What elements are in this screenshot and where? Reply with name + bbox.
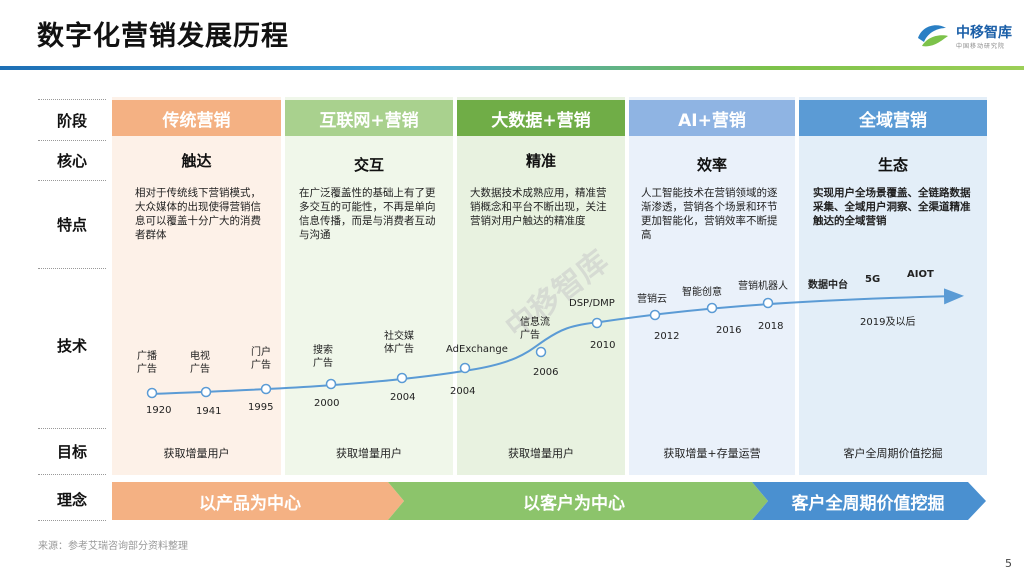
- stage-core: 精准: [525, 152, 556, 170]
- stage-feature: 实现用户全场景覆盖、全链路数据采集、全域用户洞察、全渠道精准触达的全域营销: [813, 187, 971, 227]
- tech-label: 搜索 广告: [313, 345, 333, 369]
- stage-core: 触达: [181, 152, 212, 170]
- concept-label: 以客户为中心: [523, 493, 625, 514]
- concept-label: 客户全周期价值挖掘: [791, 493, 945, 514]
- tech-year: 1920: [146, 405, 172, 416]
- stage-header: 传统营销: [112, 100, 281, 136]
- logo-icon: [918, 25, 948, 47]
- page-title: 数字化营销发展历程: [37, 21, 289, 52]
- timeline-dot: [396, 372, 408, 384]
- tech-year: 2010: [590, 340, 616, 351]
- tech-label: 营销机器人: [738, 281, 788, 292]
- row-label-core: 核心: [56, 152, 87, 170]
- source-note: 来源：参考艾瑞咨询部分资料整理: [38, 541, 188, 552]
- row-label-feature: 特点: [56, 216, 87, 234]
- timeline-dot: [591, 317, 603, 329]
- stage-header: 大数据+营销: [457, 100, 625, 136]
- tech-label: 广播 广告: [137, 351, 157, 375]
- stage-goal: 客户全周期价值挖掘: [843, 447, 943, 460]
- tech-label: AdExchange: [446, 344, 508, 355]
- logo-subtitle: 中国移动研究院: [956, 43, 1006, 50]
- row-label-goal: 目标: [56, 443, 87, 461]
- tech-label: 信息流 广告: [520, 317, 550, 341]
- timeline-dot: [200, 386, 212, 398]
- tech-year: 2018: [758, 321, 784, 332]
- tech-year: 2000: [314, 398, 340, 409]
- stage-goal: 获取增量用户: [336, 447, 402, 460]
- row-divider: [38, 268, 106, 269]
- row-label-concept: 理念: [56, 491, 87, 509]
- row-divider: [38, 99, 106, 100]
- tech-year: 1941: [196, 406, 222, 417]
- row-divider: [38, 520, 106, 521]
- stage-core: 交互: [353, 156, 384, 174]
- tech-label: 5G: [865, 274, 881, 285]
- concept-label: 以产品为中心: [199, 493, 301, 514]
- stage-header: 互联网+营销: [285, 100, 453, 136]
- stage-feature: 在广泛覆盖性的基础上有了更多交互的可能性，不再是单向信息传播，而是与消费者互动与…: [299, 187, 436, 241]
- tech-label: 社交媒 体广告: [384, 331, 414, 355]
- stage-feature: 人工智能技术在营销领域的逐渐渗透，营销各个场景和环节更加智能化，营销效率不断提高: [641, 187, 778, 241]
- stage-goal: 获取增量+存量运营: [663, 447, 761, 460]
- row-divider: [38, 180, 106, 181]
- logo-name: 中移智库: [956, 25, 1012, 41]
- timeline-dot: [706, 302, 718, 314]
- concept-arrow: [752, 482, 986, 520]
- row-label-tech: 技术: [56, 337, 87, 355]
- tech-label: 智能创意: [682, 287, 722, 298]
- tech-year: 2016: [716, 325, 742, 336]
- tech-label: 数据中台: [808, 280, 848, 291]
- stage-column-background: [457, 97, 625, 475]
- header-divider: [0, 66, 1024, 70]
- stage-column-background: [285, 97, 453, 475]
- row-divider: [38, 428, 106, 429]
- tech-label: AIOT: [907, 269, 934, 280]
- timeline-dot: [649, 309, 661, 321]
- stage-goal: 获取增量用户: [508, 447, 574, 460]
- tech-year: 2006: [533, 367, 559, 378]
- stage-column-background: [629, 97, 795, 475]
- concept-arrow: [112, 482, 404, 520]
- timeline-dot: [325, 378, 337, 390]
- row-label-stage: 阶段: [56, 112, 87, 130]
- tech-label: 营销云: [637, 294, 667, 305]
- stage-header: 全域营销: [799, 100, 987, 136]
- tech-year: 2004: [390, 392, 416, 403]
- stage-column-background: [112, 97, 281, 475]
- timeline-dot: [146, 387, 158, 399]
- tech-year: 2004: [450, 386, 476, 397]
- timeline-dot: [260, 383, 272, 395]
- row-divider: [38, 140, 106, 141]
- stage-header: AI+营销: [629, 100, 795, 136]
- tech-year: 2019及以后: [860, 317, 916, 328]
- stage-feature: 大数据技术成熟应用，精准营销概念和平台不断出现，关注营销对用户触达的精准度: [470, 187, 607, 227]
- stage-column-background: [799, 97, 987, 475]
- tech-year: 2012: [654, 331, 680, 342]
- concept-arrow: [388, 482, 768, 520]
- tech-year: 1995: [248, 402, 274, 413]
- page-number: 5: [1005, 557, 1012, 570]
- timeline-dot: [535, 346, 547, 358]
- timeline-dot: [459, 362, 471, 374]
- stage-goal: 获取增量用户: [163, 447, 230, 460]
- stage-core: 效率: [696, 156, 727, 174]
- tech-label: 电视 广告: [190, 351, 210, 375]
- tech-label: DSP/DMP: [569, 298, 615, 309]
- timeline-dot: [762, 297, 774, 309]
- stage-feature: 相对于传统线下营销模式，大众媒体的出现使得营销信息可以覆盖十分广大的消费者群体: [135, 187, 261, 241]
- tech-label: 门户 广告: [251, 347, 271, 371]
- stage-core: 生态: [877, 156, 908, 174]
- row-divider: [38, 474, 106, 475]
